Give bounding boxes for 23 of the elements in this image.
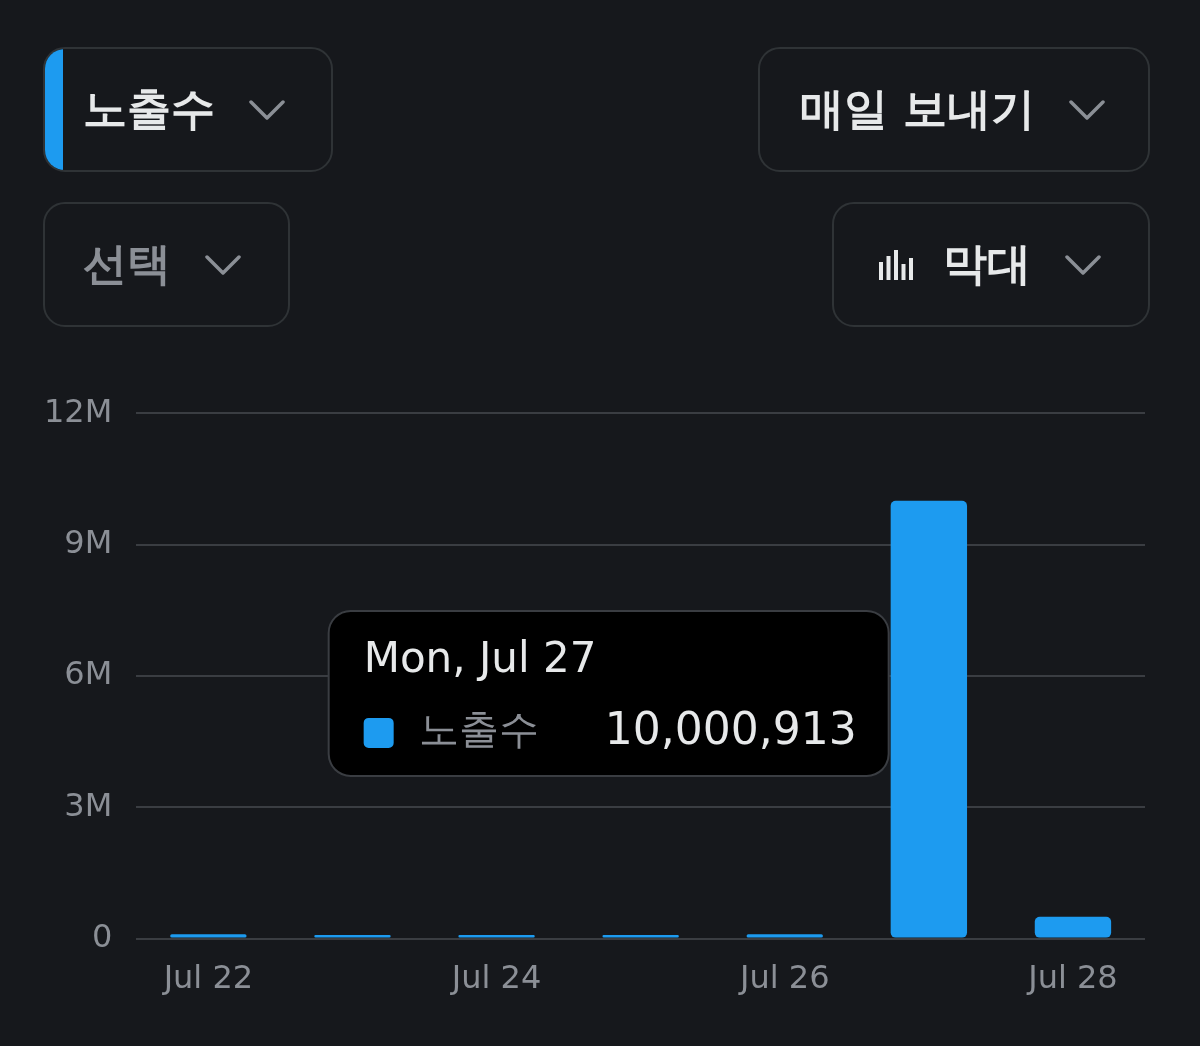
text: 선택 [83,237,171,291]
y-tick-label: 12M [44,391,113,430]
y-tick-label: 9M [64,522,113,561]
bar [170,934,247,938]
bar [1034,916,1112,938]
bar [602,935,679,938]
text: 매일 보내기 [800,82,1036,136]
y-tick-label: 0 [91,916,113,955]
x-tick-label: Jul 28 [1026,958,1118,997]
y-tick-label: 6M [64,654,113,693]
x-tick-label: Jul 26 [738,958,830,997]
x-tick-label: Jul 22 [161,958,254,997]
annotation: Mon, Jul 27 [363,632,597,682]
bar [458,935,535,938]
x-tick-label: Jul 24 [449,958,542,997]
text: 노출수 [83,82,215,136]
bar [890,500,968,938]
bar [314,935,391,938]
bar [746,934,823,938]
text: 막대 [943,237,1031,291]
annotation: 10,000,913 [604,703,857,755]
y-tick-label: 3M [64,785,113,824]
legend-label: 노출수 [418,706,539,753]
